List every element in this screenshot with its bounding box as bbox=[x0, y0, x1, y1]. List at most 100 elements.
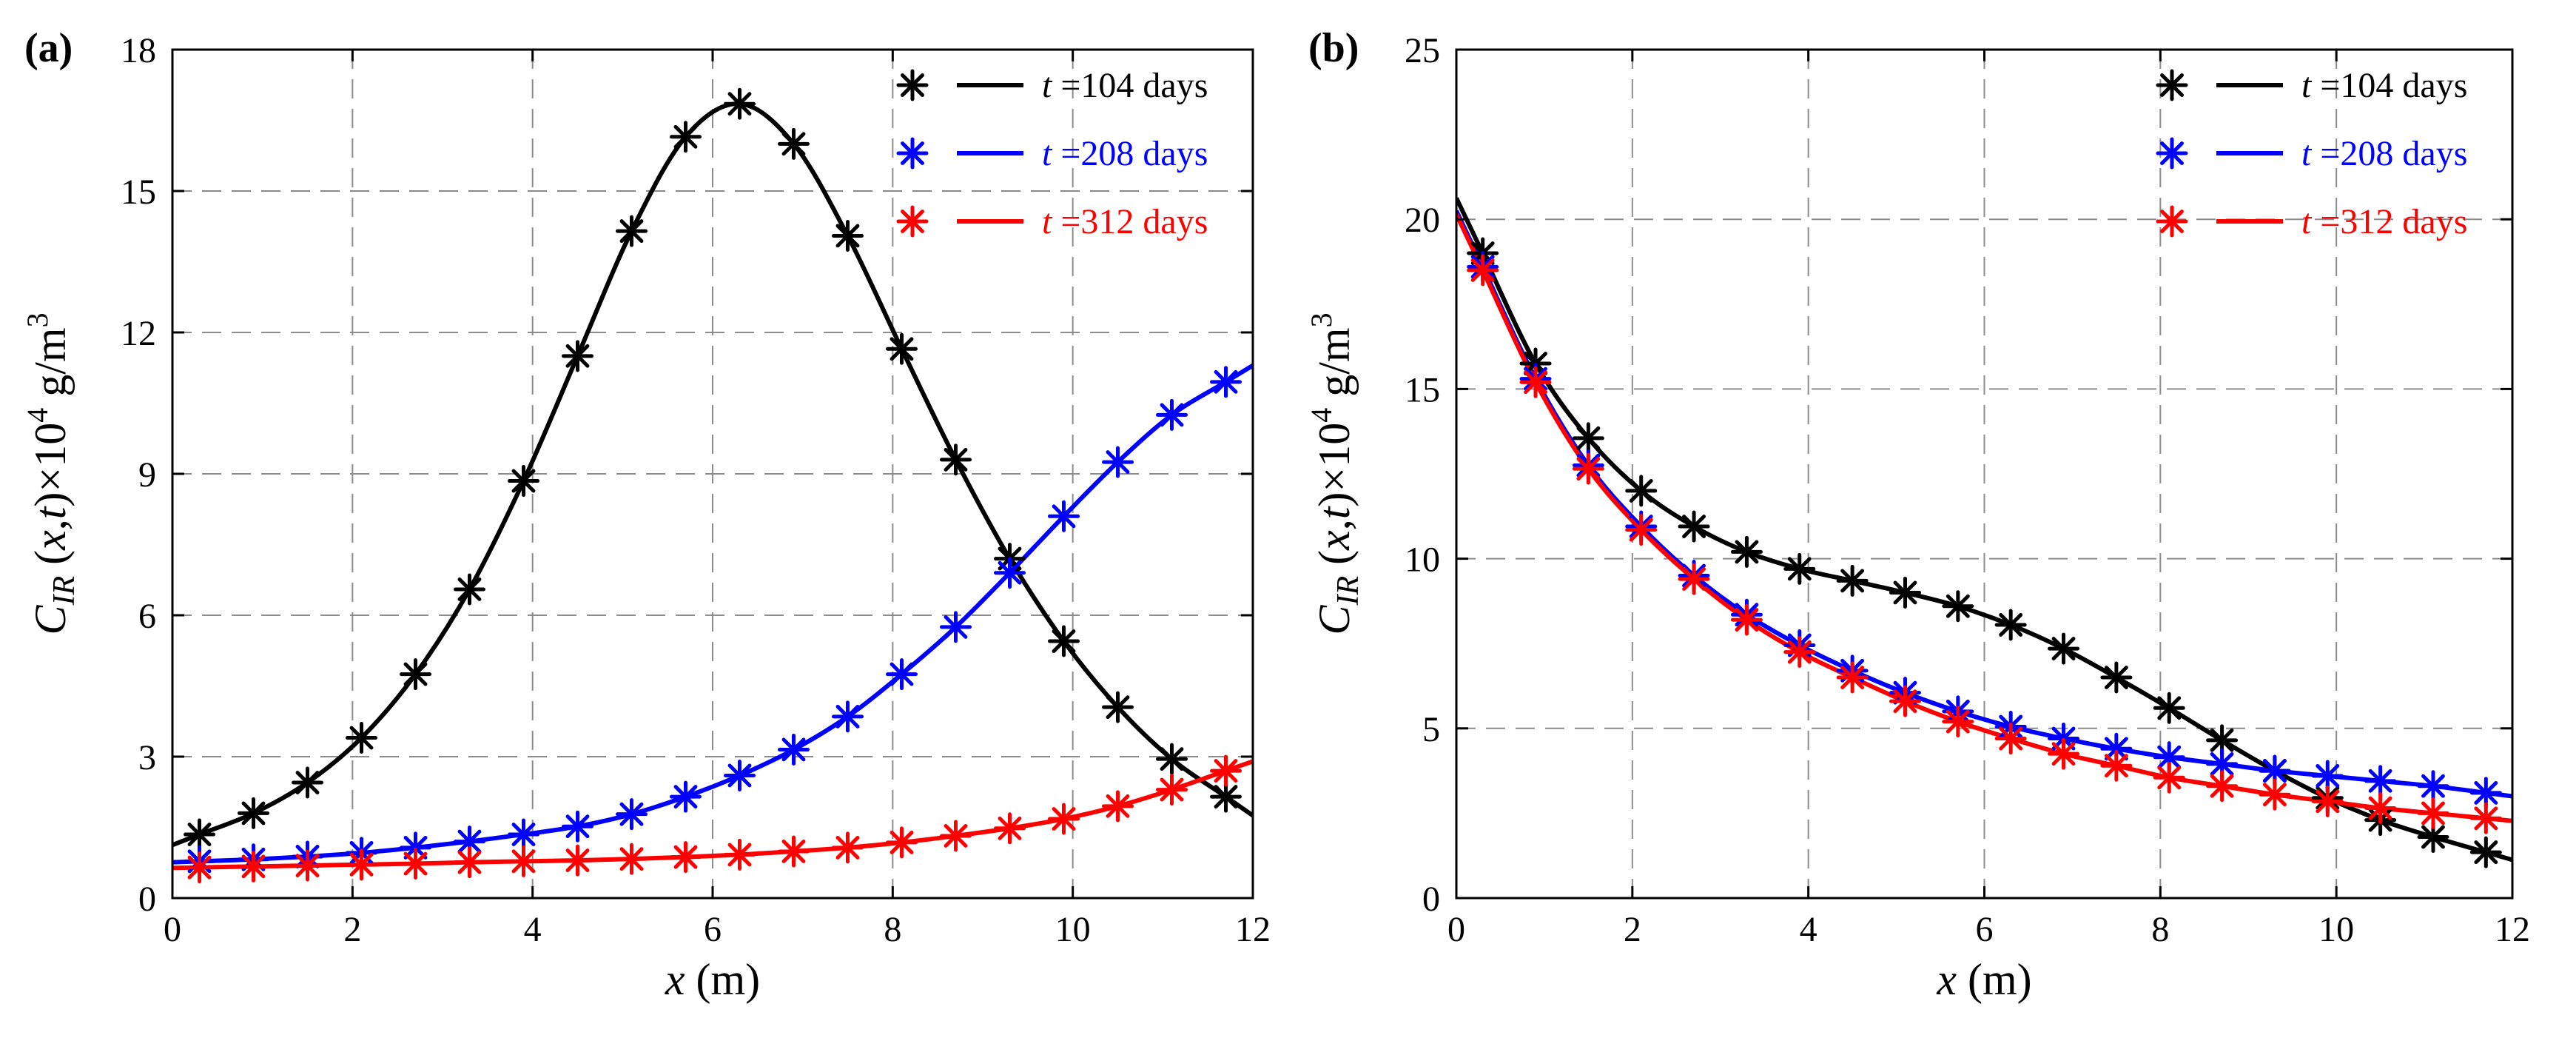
data-point bbox=[2417, 797, 2449, 829]
data-point bbox=[940, 443, 972, 476]
x-tick-label: 8 bbox=[884, 910, 901, 949]
x-tick-label: 10 bbox=[2318, 910, 2354, 949]
data-point bbox=[2364, 765, 2397, 797]
legend-label: t =208 days bbox=[2301, 134, 2467, 173]
data-point bbox=[724, 87, 756, 120]
series-line-3 bbox=[172, 759, 1253, 871]
data-point bbox=[1625, 475, 1658, 507]
x-tick-label: 8 bbox=[2151, 910, 2169, 949]
data-point bbox=[400, 848, 431, 880]
data-point bbox=[1783, 636, 1816, 669]
grid bbox=[1456, 50, 2512, 898]
data-point bbox=[1836, 564, 1869, 597]
data-point bbox=[724, 838, 756, 871]
x-tick-label: 12 bbox=[1235, 910, 1271, 949]
data-point bbox=[454, 573, 485, 606]
data-point bbox=[1730, 535, 1763, 568]
data-point bbox=[616, 798, 648, 831]
data-point bbox=[886, 826, 918, 859]
data-point bbox=[2364, 792, 2397, 825]
legend-label: t =104 days bbox=[1042, 66, 1208, 105]
legend-marker bbox=[2156, 205, 2188, 238]
data-point bbox=[1889, 576, 1921, 609]
data-point bbox=[454, 846, 485, 879]
data-point bbox=[1102, 446, 1134, 478]
x-tick-label: 10 bbox=[1055, 910, 1091, 949]
data-point bbox=[1210, 366, 1242, 398]
data-point bbox=[832, 831, 864, 864]
legend-label: t =312 days bbox=[1042, 202, 1208, 241]
data-point bbox=[724, 759, 756, 791]
data-point bbox=[1519, 366, 1552, 398]
data-point bbox=[2259, 778, 2291, 811]
data-point bbox=[886, 332, 918, 365]
data-point bbox=[1678, 510, 1710, 543]
data-point bbox=[2469, 802, 2502, 834]
data-point bbox=[292, 849, 323, 882]
data-point bbox=[1102, 790, 1134, 823]
data-point bbox=[508, 845, 539, 877]
y-axis-label: CIR (x,t)×104 g/m3 bbox=[1305, 312, 1365, 634]
data-point bbox=[1783, 552, 1816, 585]
data-point bbox=[940, 820, 972, 852]
legend-marker bbox=[2156, 137, 2188, 170]
data-point bbox=[184, 818, 215, 851]
data-point bbox=[832, 219, 864, 252]
legend: t =104 days t =208 days t =312 days bbox=[2156, 66, 2467, 241]
data-point bbox=[1994, 609, 2027, 641]
data-point bbox=[346, 722, 377, 754]
ticks bbox=[171, 48, 1254, 900]
data-point bbox=[1942, 590, 1974, 623]
data-point bbox=[1942, 706, 1974, 738]
data-point bbox=[184, 851, 215, 884]
legend-marker bbox=[896, 205, 929, 238]
chart-panel-a: 0 2 4 6 8 10 12 0 3 6 9 12 15 18 (a) x (m) CIR (x,t)×104… bbox=[21, 25, 1271, 1004]
x-tick-label: 4 bbox=[1800, 910, 1817, 949]
panel-label: (b) bbox=[1308, 25, 1359, 71]
data-point bbox=[1156, 774, 1188, 806]
data-point bbox=[2100, 749, 2133, 782]
ticks bbox=[1455, 48, 2514, 900]
data-point bbox=[238, 797, 269, 829]
data-point bbox=[1048, 625, 1080, 657]
chart-panel-b: 0 2 4 6 8 10 12 0 5 10 15 20 25 (b) x (m) CIR (x,t)×104… bbox=[1305, 25, 2530, 1004]
x-tick-label: 4 bbox=[524, 910, 542, 949]
series-markers-1 bbox=[184, 87, 1242, 851]
y-tick-label: 5 bbox=[1422, 710, 1440, 749]
series-markers-3 bbox=[1467, 254, 2502, 834]
data-point bbox=[1994, 723, 2027, 755]
data-point bbox=[616, 215, 648, 247]
y-tick-label: 9 bbox=[138, 455, 156, 495]
data-point bbox=[1889, 685, 1921, 717]
data-point bbox=[508, 818, 539, 851]
data-point bbox=[2153, 761, 2185, 794]
data-point bbox=[1467, 254, 1499, 287]
data-point bbox=[1048, 500, 1080, 532]
y-tick-label: 18 bbox=[121, 31, 156, 70]
data-point bbox=[1572, 452, 1604, 485]
data-point bbox=[346, 848, 377, 881]
data-point bbox=[292, 766, 323, 799]
data-point bbox=[238, 850, 269, 883]
y-tick-label: 6 bbox=[138, 597, 156, 636]
data-point bbox=[2311, 785, 2344, 817]
data-point bbox=[2469, 836, 2502, 868]
data-point bbox=[400, 658, 431, 691]
data-point bbox=[2048, 737, 2080, 770]
data-point bbox=[562, 810, 593, 843]
legend-label: t =312 days bbox=[2301, 202, 2467, 241]
data-point bbox=[994, 812, 1026, 845]
data-point bbox=[508, 465, 539, 498]
data-point bbox=[2206, 770, 2239, 803]
x-tick-label: 2 bbox=[343, 910, 361, 949]
data-point bbox=[778, 733, 810, 766]
legend-marker bbox=[896, 69, 929, 101]
y-tick-label: 10 bbox=[1405, 540, 1440, 580]
series-markers-3 bbox=[184, 754, 1242, 884]
data-point bbox=[2259, 754, 2291, 787]
y-tick-label: 20 bbox=[1405, 201, 1440, 240]
data-point bbox=[778, 835, 810, 868]
data-point bbox=[832, 700, 864, 733]
data-point bbox=[1836, 661, 1869, 694]
data-point bbox=[2153, 741, 2185, 774]
